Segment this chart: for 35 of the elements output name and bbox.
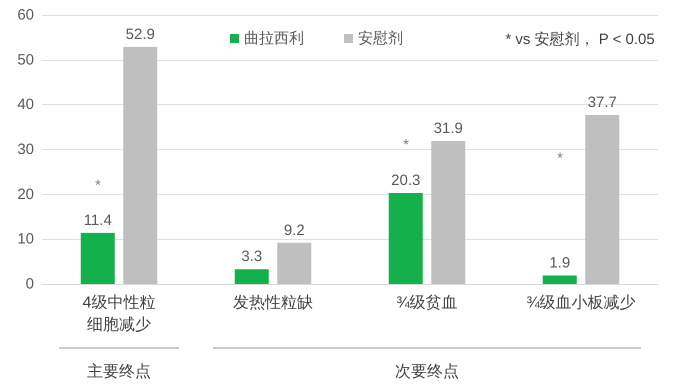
bar [277, 242, 312, 284]
x-tick-label: 发热性粒缺 [233, 294, 313, 312]
annotation: * vs 安慰剂， P < 0.05 [505, 31, 655, 48]
legend-label: 安慰剂 [358, 30, 403, 47]
annotation: * [557, 150, 564, 167]
data-label: 11.4 [84, 212, 112, 229]
bar [431, 140, 466, 284]
y-tick-label: 0 [26, 276, 34, 292]
data-label: 1.9 [549, 254, 570, 272]
y-tick-label: 30 [17, 141, 34, 158]
bar [542, 275, 577, 284]
bar [234, 269, 269, 284]
y-tick-label: 10 [17, 230, 34, 248]
annotation: * [403, 136, 410, 154]
y-tick-label: 50 [17, 51, 34, 68]
data-label: 20.3 [391, 172, 420, 189]
legend-label: 曲拉西利 [244, 30, 304, 47]
data-label: 31.9 [434, 120, 463, 137]
x-tick-label: 4级中性粒细胞减少 [82, 294, 156, 334]
x-tick-label: ¾级贫血 [396, 294, 458, 312]
bar [80, 232, 115, 284]
bar [388, 192, 423, 284]
annotation: * [95, 176, 102, 194]
data-label: 52.9 [126, 26, 155, 43]
y-tick-label: 40 [17, 96, 34, 114]
text: 次要终点 [395, 362, 459, 380]
y-tick-label: 60 [17, 6, 34, 24]
bar [123, 46, 158, 284]
y-tick-label: 20 [17, 186, 34, 203]
data-label: 9.2 [284, 222, 305, 239]
data-label: 37.7 [588, 94, 617, 111]
bar [585, 114, 620, 284]
x-tick-label: ¾级血小板减少 [526, 294, 636, 312]
text: 主要终点 [87, 362, 151, 380]
data-label: 3.3 [241, 248, 262, 266]
